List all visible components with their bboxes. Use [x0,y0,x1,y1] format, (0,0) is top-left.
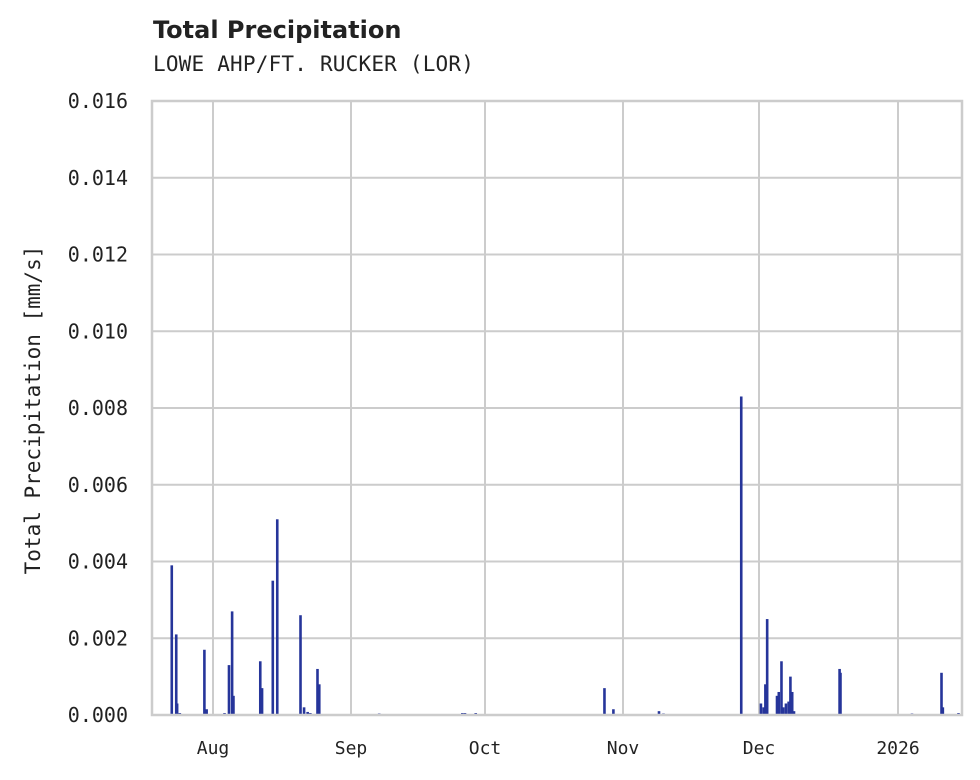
y-tick-label: 0.010 [68,319,128,343]
precip-bar [205,709,208,715]
precip-bar [203,649,206,715]
y-tick-labels: 0.000 0.002 0.004 0.006 0.008 0.010 0.012 0.014… [68,89,128,727]
precip-bar [175,703,179,715]
precip-bar [174,634,178,715]
y-tick-label: 0.002 [68,626,128,650]
y-tick-label: 0.000 [68,703,128,727]
x-tick-label: Dec [743,738,776,759]
y-tick-label: 0.014 [68,166,128,190]
precip-bar [781,707,785,715]
y-tick-label: 0.006 [68,473,128,497]
y-tick-label: 0.016 [68,89,128,113]
x-tick-label: Sep [335,738,368,759]
precip-bar [232,695,235,715]
precip-bar [759,703,763,715]
precip-bar [316,668,319,715]
precip-bar [789,676,792,715]
precip-bar [784,703,788,715]
precip-bar [612,709,615,715]
precip-bar [780,661,783,715]
precip-bar [792,711,796,715]
axes [150,99,964,717]
precip-bar [765,619,769,715]
x-tick-labels: Aug Sep Oct Nov Dec 2026 [197,738,920,759]
chart-subtitle: LOWE AHP/FT. RUCKER (LOR) [153,52,475,76]
precip-bar [306,711,309,715]
precip-bar [775,695,779,715]
precip-bar [317,684,321,715]
precip-bar [839,672,842,715]
y-axis-label: Total Precipitation [mm/s] [21,246,45,575]
precip-bar [230,611,234,715]
precip-bar [227,665,231,715]
precip-bar [170,565,174,715]
precip-bar [603,688,606,715]
precip-bar [941,707,945,715]
x-tick-label: Aug [197,738,230,759]
precip-bar [739,396,743,715]
y-tick-label: 0.008 [68,396,128,420]
x-tick-label: Oct [469,738,502,759]
y-tick-label: 0.012 [68,243,128,267]
precip-bar [940,672,943,715]
precip-bar [777,691,781,715]
precip-bar [657,711,661,715]
precip-bar [271,580,275,715]
precip-bar [764,684,767,715]
x-tick-label: 2026 [876,738,919,759]
grid-lines [152,100,962,716]
y-tick-label: 0.004 [68,550,128,574]
precip-bar [787,701,790,715]
precip-bar [258,661,262,715]
precip-bar [790,691,794,715]
precip-bar [302,707,306,715]
precip-bar [260,688,264,715]
precip-bar [275,519,279,715]
precip-bar [762,707,765,715]
chart-title: Total Precipitation [153,16,402,44]
data-bars [170,396,960,715]
x-tick-label: Nov [607,738,640,759]
precip-bar [299,615,302,715]
